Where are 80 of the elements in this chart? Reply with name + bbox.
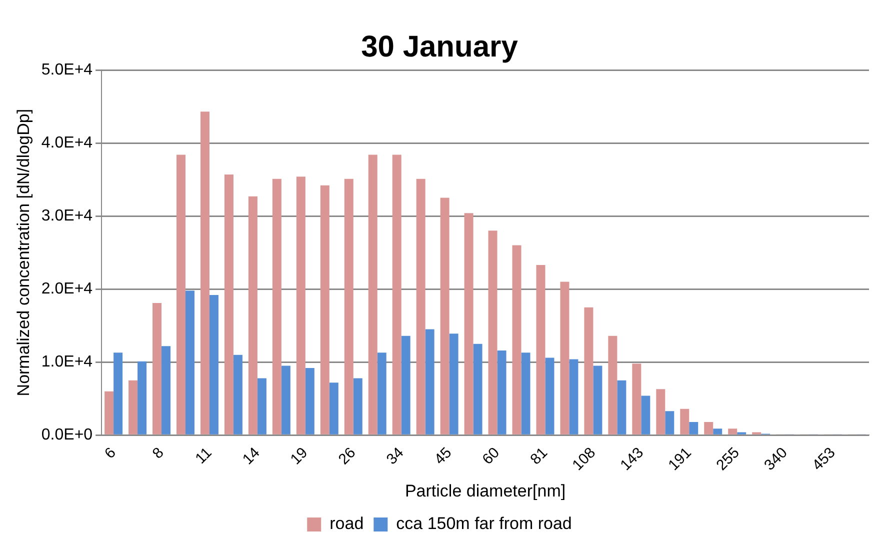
bar [233, 354, 242, 434]
bar [704, 422, 714, 434]
bar [377, 352, 386, 434]
bar [200, 112, 210, 434]
bar [488, 230, 498, 434]
x-tick-label: 143 [617, 444, 647, 474]
bar [425, 329, 434, 434]
bar [512, 245, 522, 434]
bar [368, 154, 378, 434]
legend-label: cca 150m far from road [396, 514, 572, 534]
bar [281, 366, 290, 434]
bar [656, 389, 666, 434]
y-tick-label: 4.0E+4 [41, 134, 93, 152]
y-axis-title: Normalized concentration [dN/dlogDp] [14, 108, 33, 396]
legend-label: road [330, 514, 364, 534]
x-tick-label: 60 [479, 444, 504, 468]
bar [305, 368, 314, 434]
y-tick-label: 2.0E+4 [41, 280, 93, 298]
bar [401, 336, 410, 434]
bar [641, 396, 650, 434]
bar [114, 352, 123, 434]
bar [104, 391, 114, 434]
bar [521, 352, 530, 434]
x-tick-label: 11 [192, 444, 216, 468]
x-tick-label: 255 [713, 444, 743, 474]
bar [545, 358, 554, 434]
x-tick-label: 19 [287, 444, 312, 468]
bar [569, 359, 578, 434]
bar [560, 282, 570, 434]
y-tick-label: 1.0E+4 [41, 354, 93, 371]
bar [152, 302, 162, 434]
y-tick-label: 0.0E+0 [41, 426, 93, 444]
y-tick-label: 3.0E+4 [41, 207, 93, 224]
x-tick-label: 26 [335, 444, 360, 468]
bar [272, 178, 282, 434]
bar [128, 380, 138, 434]
bar [536, 265, 546, 434]
bar [608, 336, 618, 434]
bar [248, 196, 258, 434]
bar [320, 185, 330, 434]
x-tick-label: 191 [665, 444, 695, 474]
x-tick-label: 108 [569, 444, 599, 474]
bar [713, 428, 722, 434]
x-axis-title: Particle diameter[nm] [404, 481, 566, 500]
chart-title: 30 January [361, 30, 518, 64]
x-tick-label: 453 [809, 444, 839, 474]
bar [162, 346, 171, 434]
x-tick-label: 14 [239, 444, 264, 468]
bar [176, 154, 186, 434]
bar [344, 178, 354, 434]
bar [584, 307, 594, 434]
bar [617, 380, 626, 434]
bar [416, 178, 426, 434]
bar [392, 154, 402, 434]
bar [593, 366, 602, 434]
bar [209, 294, 218, 434]
x-tick-label: 8 [149, 444, 168, 462]
bar [449, 334, 458, 434]
bar [257, 378, 266, 434]
x-tick-label: 34 [383, 444, 408, 468]
bar [689, 422, 698, 434]
bar [665, 411, 674, 434]
bar [138, 361, 147, 434]
bar [464, 213, 474, 434]
bar [497, 350, 506, 434]
bar [353, 378, 362, 434]
x-tick-label: 340 [761, 444, 791, 474]
bar [473, 344, 482, 434]
bar [728, 428, 738, 434]
y-tick-label: 5.0E+4 [41, 61, 93, 78]
bar [680, 408, 690, 434]
bar [185, 290, 194, 434]
x-tick-label: 45 [431, 444, 456, 468]
x-tick-label: 6 [101, 444, 120, 462]
bar [296, 176, 306, 434]
x-tick-label: 81 [527, 444, 551, 468]
bar [632, 364, 642, 434]
bar [440, 198, 450, 434]
bar [329, 382, 338, 434]
bar [224, 174, 234, 434]
